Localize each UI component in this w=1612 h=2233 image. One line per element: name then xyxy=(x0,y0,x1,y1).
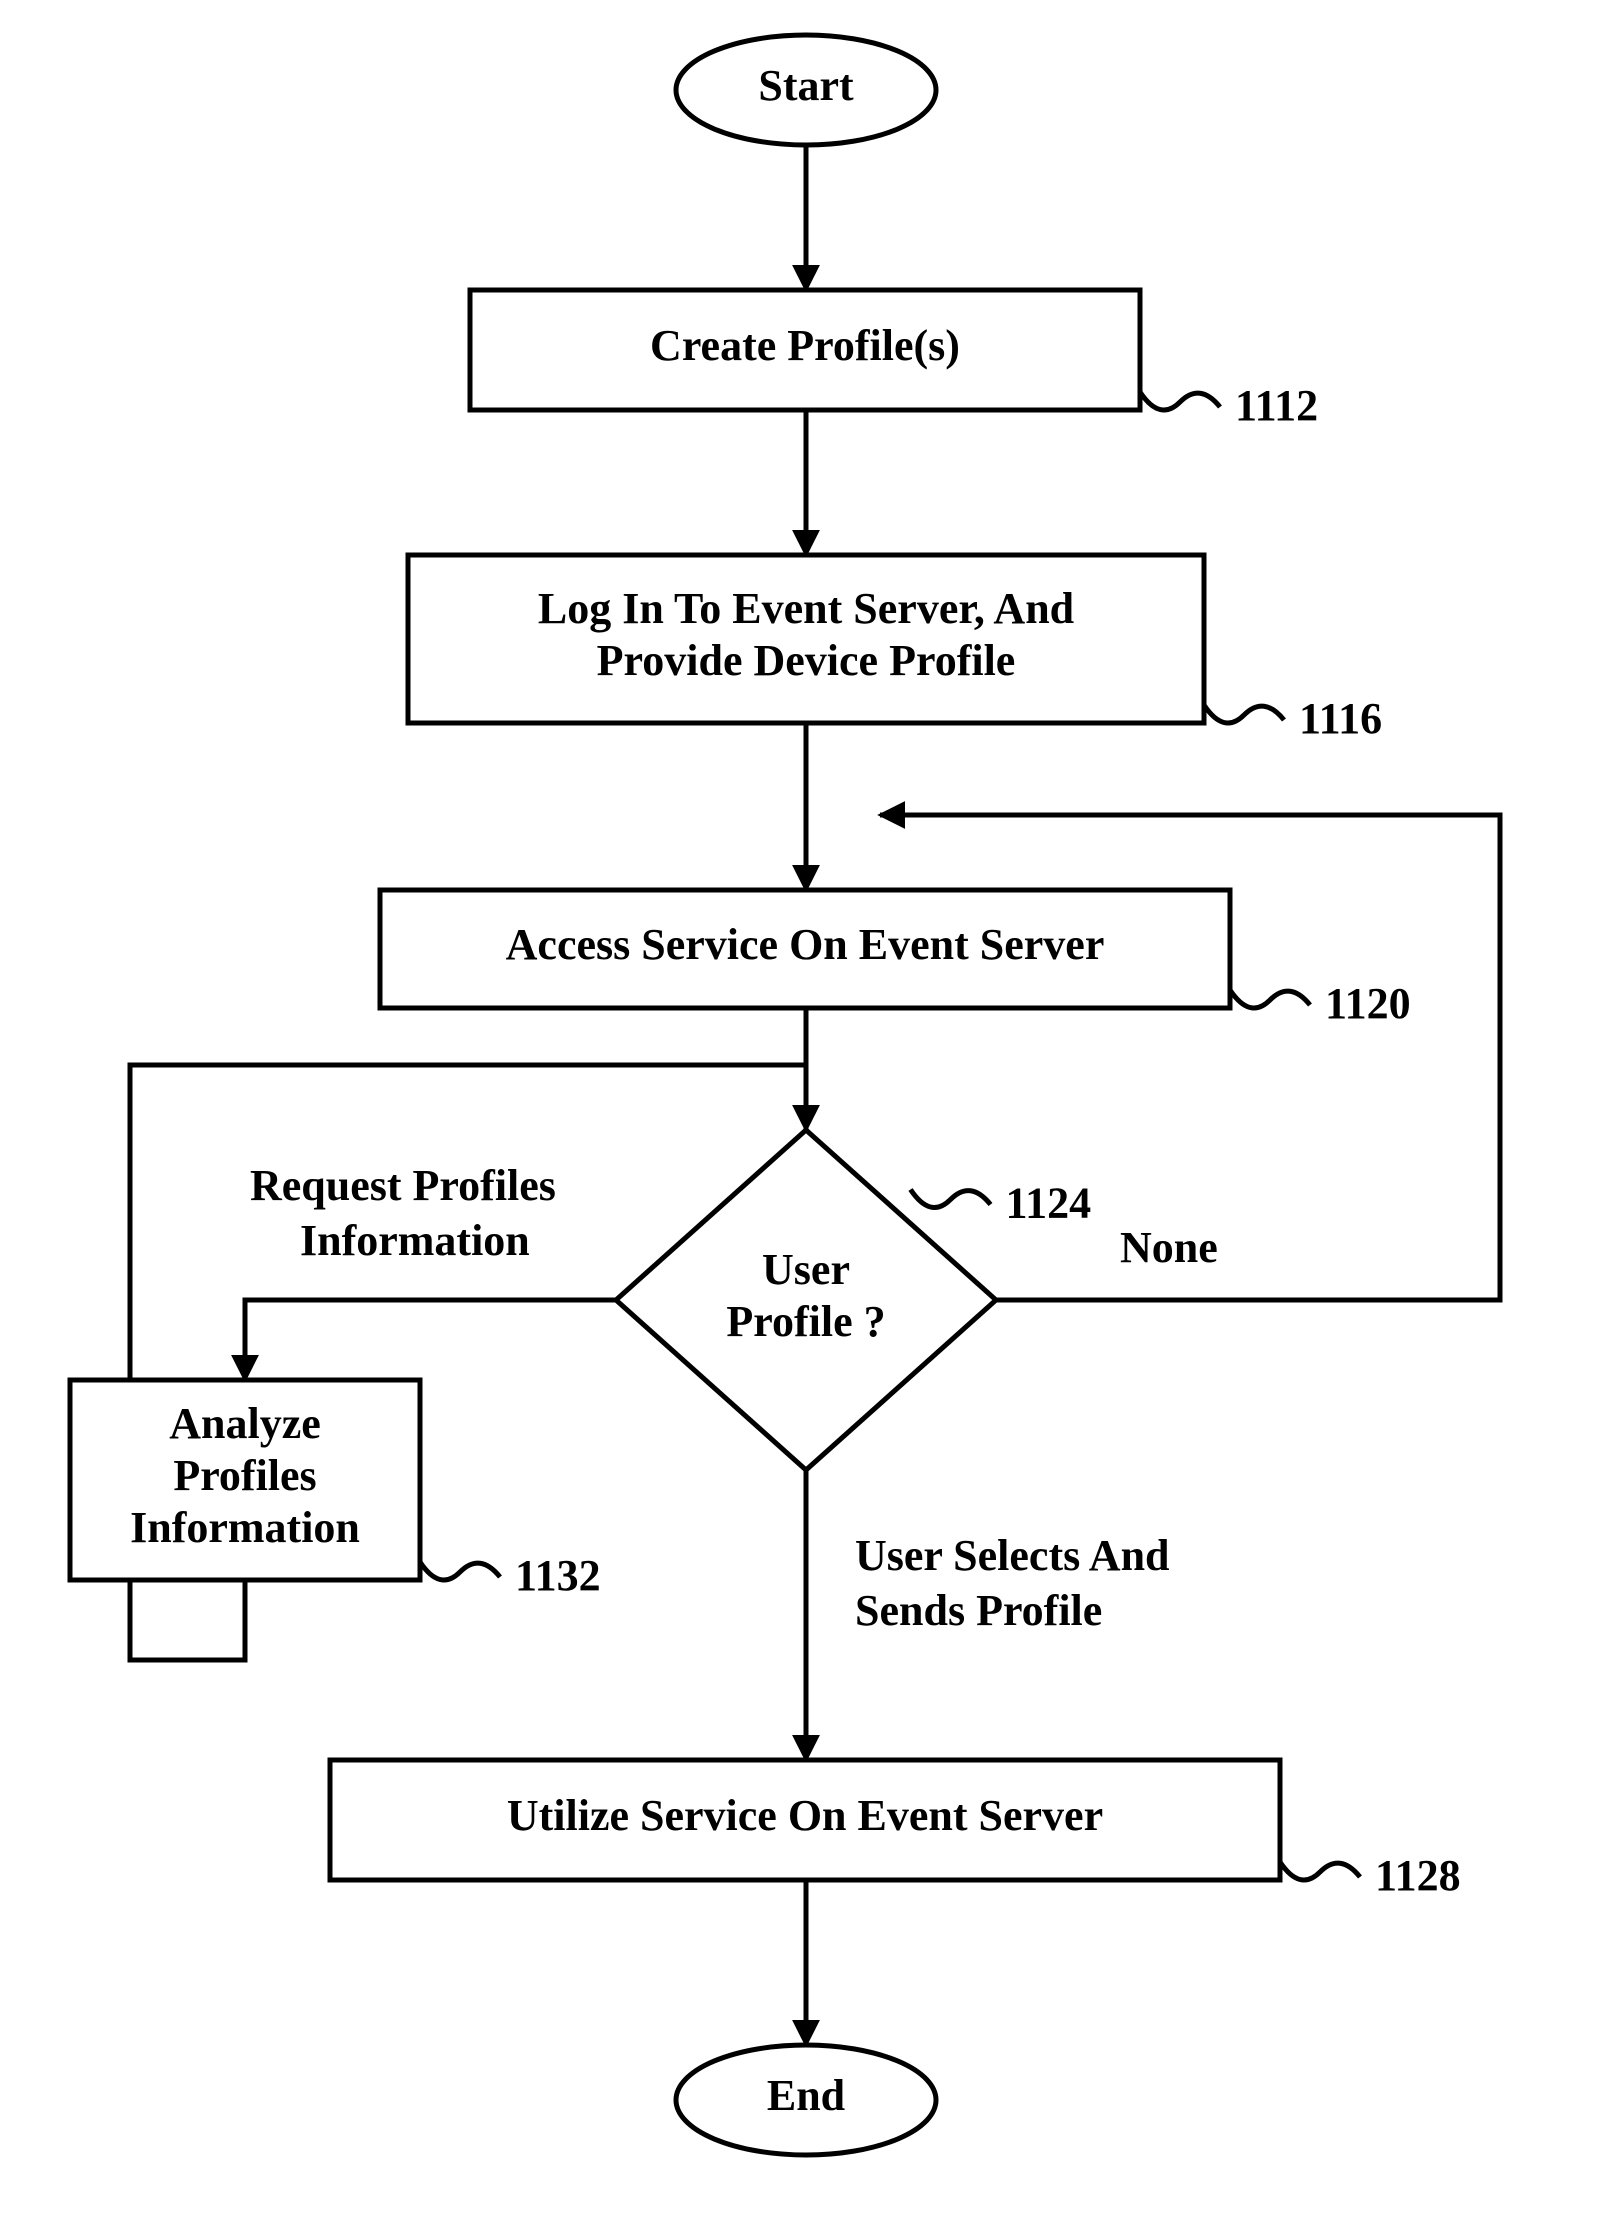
ref-number: 1132 xyxy=(515,1551,601,1600)
node-label: Create Profile(s) xyxy=(650,321,960,370)
ref-number: 1120 xyxy=(1325,979,1411,1028)
node-start: Start xyxy=(676,35,936,145)
node-n1116: Log In To Event Server, AndProvide Devic… xyxy=(408,555,1204,723)
edge-label: User Selects And xyxy=(855,1531,1170,1580)
ref-number: 1124 xyxy=(1006,1179,1092,1228)
ref-number: 1116 xyxy=(1299,694,1382,743)
node-n1128: Utilize Service On Event Server xyxy=(330,1760,1280,1880)
node-label: Utilize Service On Event Server xyxy=(507,1791,1103,1840)
node-label: Provide Device Profile xyxy=(597,636,1016,685)
node-n1132: AnalyzeProfilesInformation xyxy=(70,1380,420,1580)
node-label: Profiles xyxy=(173,1451,316,1500)
node-label: Analyze xyxy=(169,1399,321,1448)
ref-number: 1112 xyxy=(1235,381,1318,430)
edge-label: Information xyxy=(300,1216,530,1265)
edge-label: Request Profiles xyxy=(250,1161,556,1210)
node-label: Information xyxy=(130,1503,360,1552)
ref-number: 1128 xyxy=(1375,1851,1461,1900)
node-label: Log In To Event Server, And xyxy=(538,584,1074,633)
node-label: User xyxy=(762,1245,850,1294)
node-label: Access Service On Event Server xyxy=(506,920,1105,969)
node-end: End xyxy=(676,2045,936,2155)
node-label: Start xyxy=(758,61,854,110)
node-n1120: Access Service On Event Server xyxy=(380,890,1230,1008)
edge-label: None xyxy=(1120,1223,1218,1272)
node-label: End xyxy=(767,2071,845,2120)
node-label: Profile ? xyxy=(726,1297,885,1346)
node-n1112: Create Profile(s) xyxy=(470,290,1140,410)
edge-label: Sends Profile xyxy=(855,1586,1102,1635)
